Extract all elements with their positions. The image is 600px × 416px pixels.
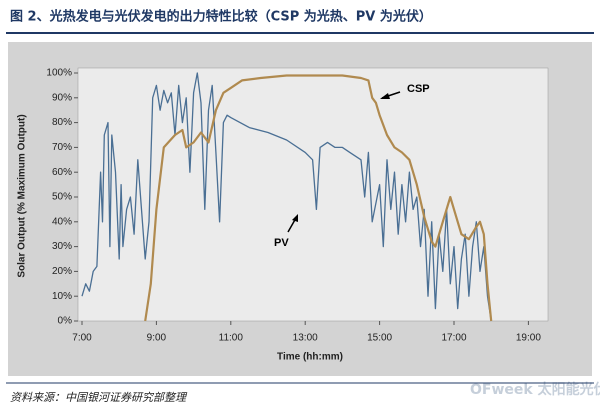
y-tick-label: 100% bbox=[46, 68, 72, 79]
series-line bbox=[144, 74, 493, 322]
x-tick-label: 11:00 bbox=[219, 333, 244, 344]
plot-area bbox=[77, 67, 549, 322]
series-line bbox=[81, 72, 492, 322]
y-tick-label: 90% bbox=[52, 92, 72, 103]
chart-title: 图 2、光热发电与光伏发电的出力特性比较（CSP 为光热、PV 为光伏） bbox=[10, 9, 432, 25]
y-tick-label: 10% bbox=[52, 291, 72, 302]
x-tick-label: 17:00 bbox=[441, 333, 466, 344]
x-tick-label: 13:00 bbox=[293, 333, 318, 344]
x-tick-label: 19:00 bbox=[516, 333, 541, 344]
x-tick-label: 7:00 bbox=[72, 333, 92, 344]
y-tick-label: 20% bbox=[52, 266, 72, 277]
y-tick-label: 80% bbox=[52, 117, 72, 128]
series-label: CSP bbox=[407, 83, 430, 95]
annotation-arrowhead bbox=[380, 93, 390, 99]
y-tick-label: 0% bbox=[58, 316, 73, 327]
y-axis-label: Solar Output (% Maximum Output) bbox=[17, 114, 28, 277]
y-tick-label: 60% bbox=[52, 167, 72, 178]
x-tick-label: 9:00 bbox=[147, 333, 167, 344]
x-axis-label: Time (hh:mm) bbox=[277, 352, 343, 363]
y-tick-label: 40% bbox=[52, 216, 72, 227]
y-tick-label: 50% bbox=[52, 192, 72, 203]
x-tick-label: 15:00 bbox=[367, 333, 392, 344]
y-tick-label: 30% bbox=[52, 241, 72, 252]
series-label: PV bbox=[274, 237, 289, 249]
annotation-arrowhead bbox=[292, 214, 298, 222]
y-tick-label: 70% bbox=[52, 142, 72, 153]
watermark: OFweek 太阳能光伏网 bbox=[470, 381, 600, 398]
source: 资料来源：中国银河证券研究部整理 bbox=[10, 391, 188, 404]
